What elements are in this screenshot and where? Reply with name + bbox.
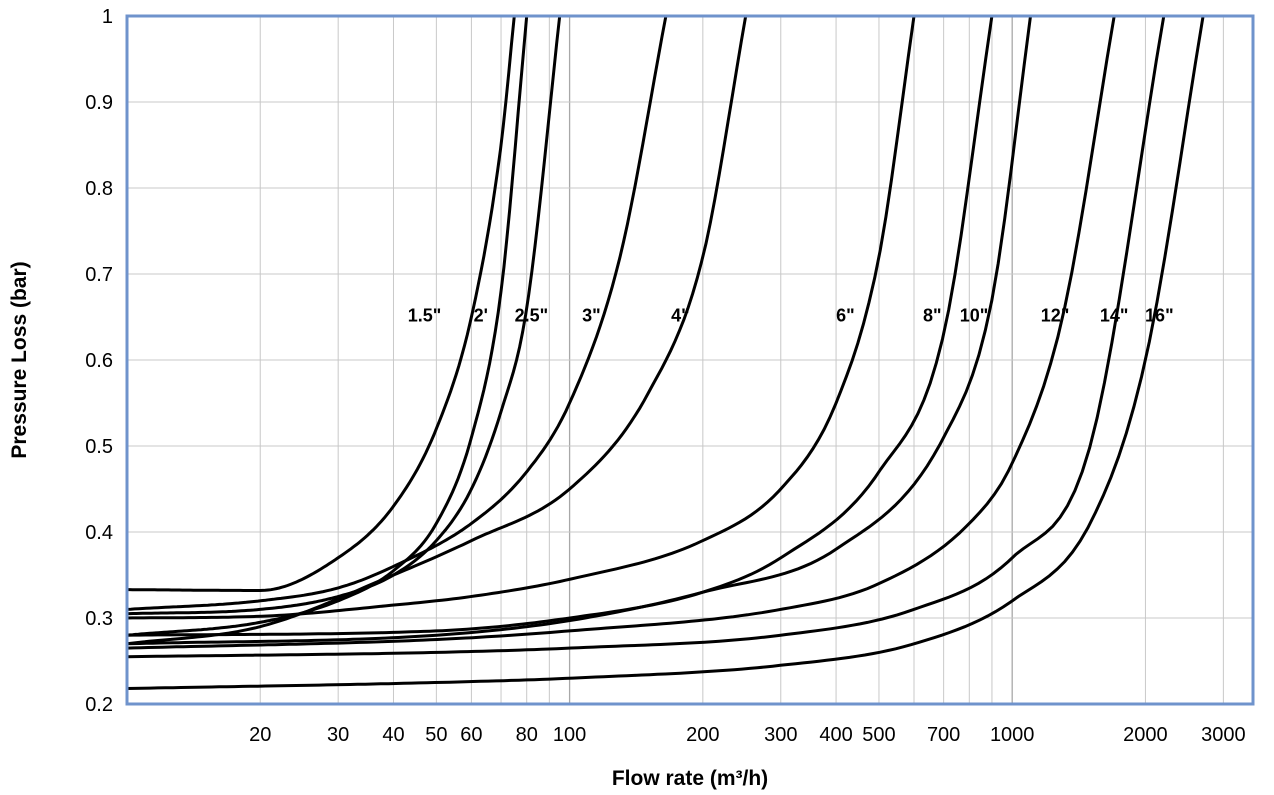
series-label: 3": [582, 305, 601, 325]
series-curves: [126, 15, 1205, 690]
y-tick-label: 0.4: [85, 522, 113, 544]
series-label: 8": [923, 305, 942, 325]
series-curve: [127, 15, 516, 592]
series-label: 14": [1100, 305, 1129, 325]
x-tick-label: 200: [686, 724, 719, 746]
y-tick-label: 0.9: [85, 92, 113, 114]
x-tick-label: 20: [249, 724, 271, 746]
y-tick-label: 0.3: [85, 608, 113, 630]
x-tick-label: 500: [862, 724, 895, 746]
x-tick-label: 700: [927, 724, 960, 746]
x-tick-label: 80: [516, 724, 538, 746]
series-curve: [126, 15, 562, 616]
grid-lines: [127, 16, 1253, 704]
plot-frame: [125, 14, 1255, 706]
series-label: 16": [1145, 305, 1174, 325]
y-tick-label: 1: [102, 6, 113, 28]
series-curve: [126, 15, 994, 637]
series-curve: [126, 15, 1032, 646]
x-tick-label: 2000: [1123, 724, 1168, 746]
x-tick-label: 3000: [1201, 724, 1246, 746]
series-curve: [126, 15, 1166, 659]
series-curve: [126, 15, 529, 637]
x-tick-label: 100: [553, 724, 586, 746]
series-curve: [126, 15, 668, 611]
series-curve: [126, 15, 916, 620]
series-label: 12": [1041, 305, 1070, 325]
x-tick-label: 400: [819, 724, 852, 746]
y-axis-title: Pressure Loss (bar): [8, 261, 31, 458]
series-labels: 1.5" 2' 2.5" 3" 4" 6" 8" 10" 12" 14" 16": [408, 305, 1174, 325]
y-tick-label: 0.6: [85, 350, 113, 372]
series-label: 2': [474, 305, 488, 325]
tick-labels: 20 30 40 50 60 80 100 200 300 400 500 700 1000 2000 30…: [85, 6, 1245, 746]
series-curve: [126, 15, 1116, 650]
x-tick-label: 1000: [990, 724, 1035, 746]
series-label: 6": [836, 305, 855, 325]
x-axis-title: Flow rate (m³/h): [612, 767, 768, 790]
x-tick-label: 50: [425, 724, 447, 746]
series-label: 2.5": [515, 305, 549, 325]
series-curve: [126, 15, 1205, 690]
y-tick-label: 0.2: [85, 694, 113, 716]
x-tick-label: 30: [327, 724, 349, 746]
series-label: 1.5": [408, 305, 442, 325]
x-tick-label: 60: [460, 724, 482, 746]
series-curve: [126, 15, 748, 646]
series-label: 10": [960, 305, 989, 325]
x-tick-label: 40: [382, 724, 404, 746]
y-tick-label: 0.7: [85, 264, 113, 286]
x-tick-label: 300: [764, 724, 797, 746]
series-label: 4": [671, 305, 690, 325]
y-tick-label: 0.8: [85, 178, 113, 200]
y-tick-label: 0.5: [85, 436, 113, 458]
